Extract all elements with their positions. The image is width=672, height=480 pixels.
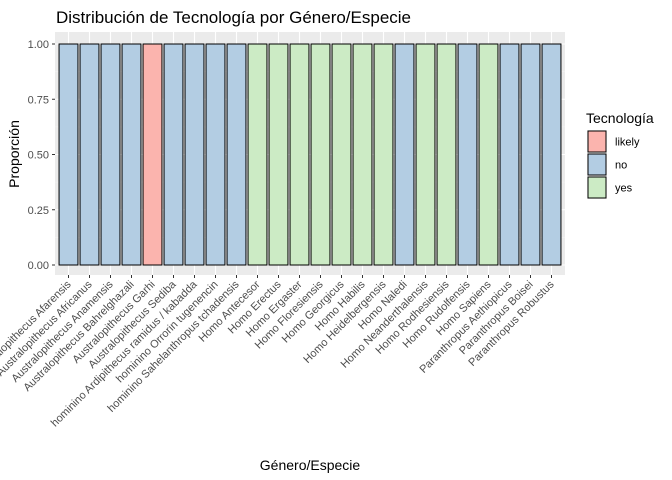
bar [331,43,352,266]
bar [457,43,478,266]
bar [415,43,436,266]
chart-title: Distribución de Tecnología por Género/Es… [56,8,411,27]
bar [121,43,142,266]
bar [226,43,247,266]
bar [373,43,394,266]
bar [268,43,289,266]
bar [205,43,226,266]
bars-group [58,43,562,266]
y-tick-label: 0.00 [28,260,49,272]
y-axis-title: Proporción [6,120,22,188]
bar [247,43,268,266]
bar [100,43,121,266]
bar [184,43,205,266]
bar [310,43,331,266]
bar [58,43,79,266]
legend-key-yes [587,176,607,199]
y-tick-label: 0.75 [28,94,49,106]
y-tick-label: 1.00 [28,39,49,51]
bar [436,43,457,266]
bar [289,43,310,266]
bar [520,43,541,266]
legend-label-no: no [615,160,627,172]
y-tick-label: 0.25 [28,205,49,217]
bar [352,43,373,266]
y-axis: 0.00 0.25 0.50 0.75 1.00 [28,39,55,272]
legend-key-no [587,153,607,176]
x-axis: Australopithecus AfarensisAustralopithec… [0,275,557,429]
bar [163,43,184,266]
y-tick-label: 0.50 [28,150,49,162]
x-axis-title: Género/Especie [260,457,361,473]
legend-label-yes: yes [615,183,633,195]
bar [79,43,100,266]
bar [394,43,415,266]
legend-key-likely [587,130,607,153]
bar [541,43,562,266]
bar [142,43,163,266]
legend: Tecnología likely no yes [586,110,654,199]
legend-label-likely: likely [615,137,640,149]
bar [478,43,499,266]
bar [499,43,520,266]
legend-title: Tecnología [586,110,654,126]
